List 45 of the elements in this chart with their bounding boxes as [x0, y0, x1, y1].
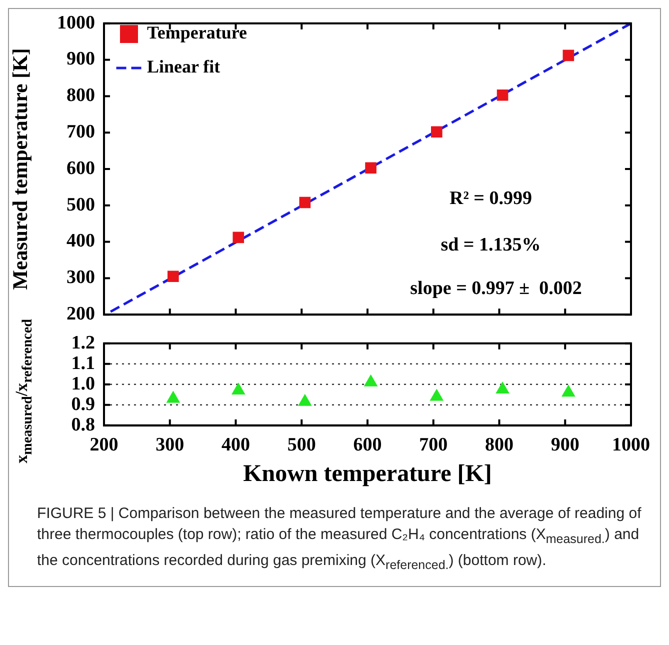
point: [496, 89, 508, 101]
point: [298, 394, 312, 406]
x-tick-label: 600: [353, 434, 382, 456]
point: [166, 390, 180, 403]
x-tick-label: 200: [90, 434, 118, 456]
annotation: sd = 1.135%: [440, 234, 541, 256]
x-tick-label: 300: [156, 434, 184, 456]
point: [561, 384, 576, 397]
x-axis-title: Known temperature [K]: [243, 460, 492, 487]
y-tick-label: 500: [66, 194, 95, 216]
y-axis-title: Measured temperature [K]: [8, 48, 32, 290]
point: [430, 388, 444, 401]
y-tick-label: 1.0: [71, 373, 95, 394]
x-tick-label: 400: [222, 434, 250, 456]
y-tick-label: 900: [66, 48, 95, 70]
point: [365, 162, 376, 174]
x-tick-label: 800: [485, 434, 514, 456]
point: [168, 270, 179, 282]
point: [562, 50, 574, 62]
x-tick-label: 1000: [612, 434, 650, 456]
y-tick-label: 300: [66, 267, 95, 288]
x-tick-label: 500: [287, 434, 316, 456]
y-tick-label: 0.8: [71, 414, 95, 436]
point: [232, 232, 244, 244]
y-tick-label: 1.2: [71, 332, 95, 354]
point: [231, 382, 246, 395]
point: [364, 374, 378, 386]
point: [496, 382, 510, 394]
y-tick-label: 600: [66, 158, 95, 179]
legend-label: Linear fit: [147, 56, 220, 77]
y-tick-label: 0.9: [71, 394, 95, 415]
y-tick-label: 800: [66, 85, 95, 106]
point: [431, 126, 442, 138]
y-tick-label: 200: [66, 304, 95, 325]
y-tick-label: 400: [66, 230, 95, 252]
legend-label: Temperature: [147, 22, 247, 43]
y-tick-label: 1000: [57, 12, 95, 34]
annotation: slope = 0.997 ± 0.002: [410, 278, 582, 300]
text: FIGURE 5 | Comparison between the measured temperature and the average of reading of three thermocouples (top row); ratio of the measured C₂H₄ concentrations (X$_{measured.}$) and the concentrations recorded during gas premixing (X$_{referenced.}$) (bottom row).: [37, 505, 642, 572]
y-tick-label: 700: [66, 122, 95, 143]
annotation: R² = 0.999: [449, 188, 532, 209]
x-tick-label: 900: [550, 434, 580, 456]
x-tick-label: 700: [419, 434, 448, 456]
y-tick-label: 1.1: [71, 352, 95, 374]
point: [299, 196, 311, 208]
